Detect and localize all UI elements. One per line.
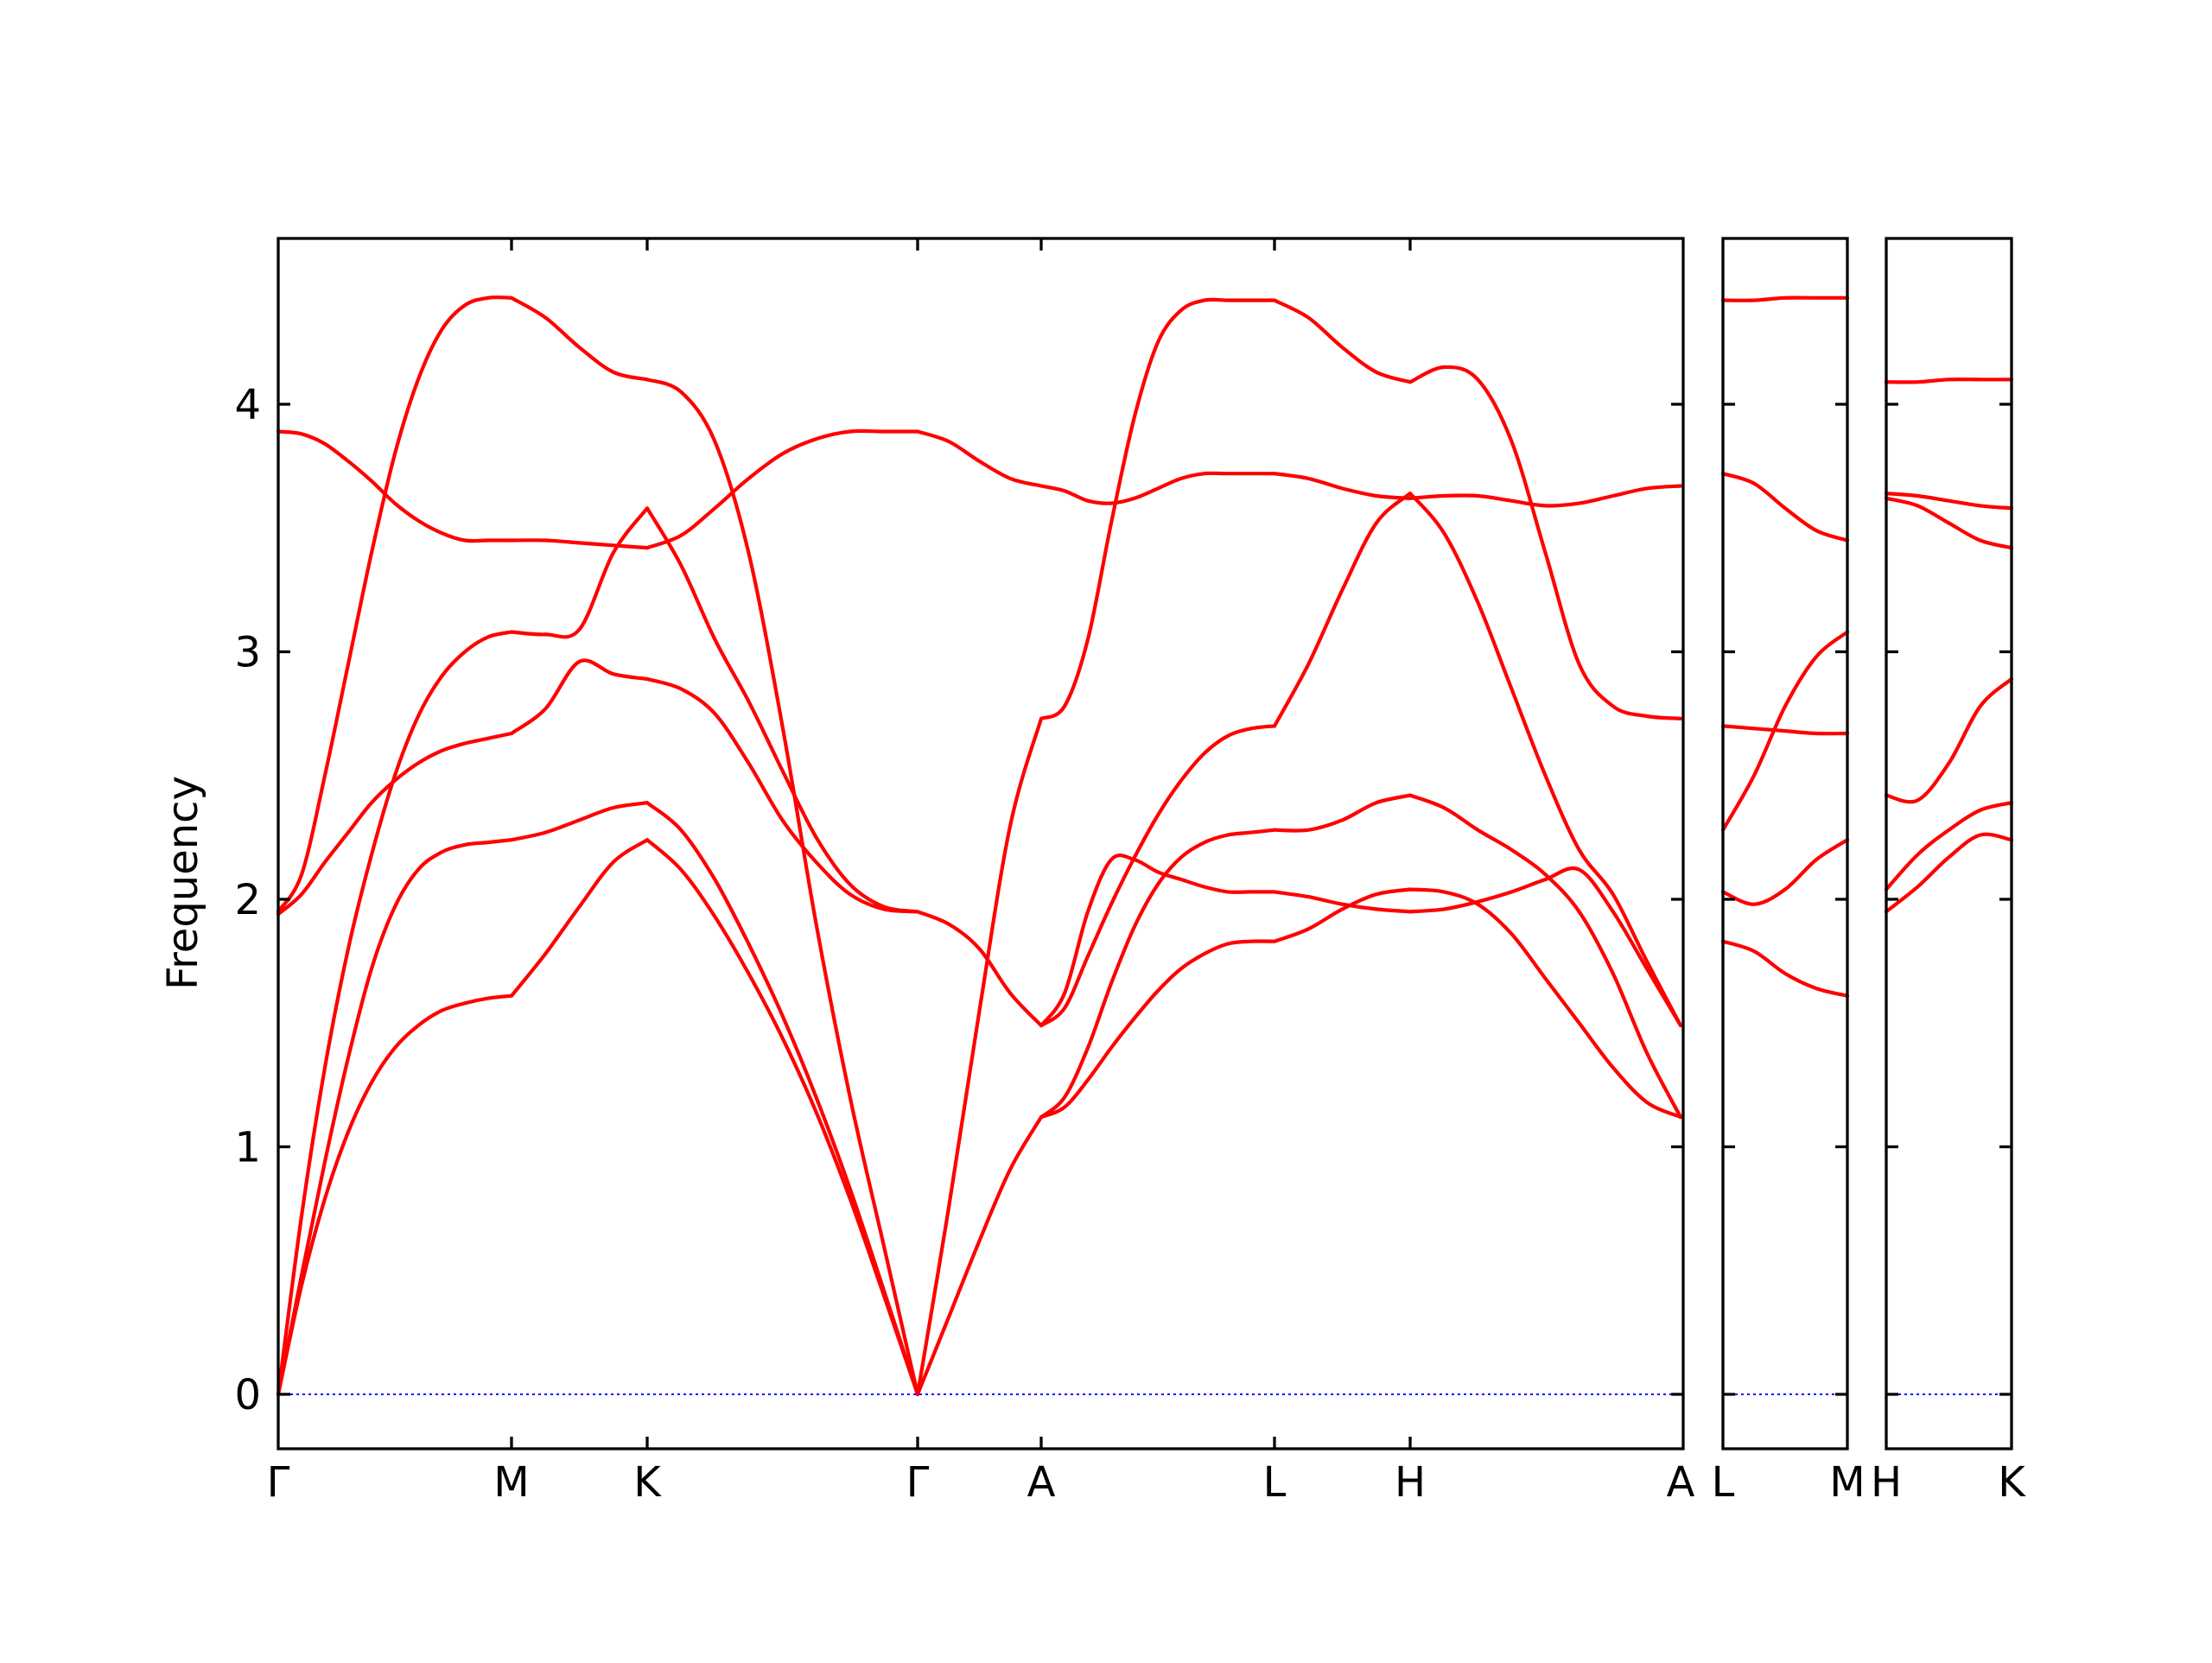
band-line-L-H-1 [1272,887,1413,943]
band-line-K-Γ-4 [645,506,920,914]
band-line-L-M-6 [1720,295,1850,302]
band-line-A-L-4 [1039,853,1277,1028]
plot-frame [1721,237,1849,1450]
band-line-L-H-6 [1272,298,1413,384]
band-line-Γ-M-1 [276,993,514,1397]
band-line-Γ-A-4 [915,429,1044,488]
band-line-A-L-5 [1039,297,1277,720]
band-line-H-A-3 [1408,793,1683,1120]
plot-frame [276,237,1685,1450]
band-line-Γ-A-1 [915,1115,1044,1397]
band-line-M-K-4 [509,506,650,639]
x-tick-label: K [633,1458,662,1507]
y-tick-label: 2 [234,876,261,924]
band-line-K-Γ-5 [645,676,920,914]
x-tick-label: H [1395,1458,1426,1507]
band-line-K-Γ-3 [645,378,920,1397]
band-line-L-M-2 [1720,838,1850,906]
band-line-H-K-6 [1884,377,2014,384]
band-line-Γ-M-4 [276,731,514,917]
band-line-Γ-M-3 [276,630,514,1397]
x-tick-label: A [1027,1458,1056,1507]
band-line-L-H-3 [1272,890,1413,914]
x-tick-label: K [1998,1458,2026,1507]
band-line-M-K-5 [509,538,650,550]
x-tick-label: L [1712,1458,1735,1507]
band-line-Γ-M-5 [276,295,514,914]
x-tick-label: Γ [906,1458,930,1507]
x-tick-label: L [1263,1458,1287,1507]
band-line-Γ-A-3 [915,910,1044,1028]
band-line-L-M-1 [1720,939,1850,998]
band-line-H-K-4 [1884,496,2014,550]
y-tick-label: 1 [234,1123,261,1171]
band-line-H-K-3 [1884,676,2014,804]
band-line-H-A-6 [1408,365,1683,720]
x-tick-label: A [1667,1458,1695,1507]
x-tick-label: H [1871,1458,1902,1507]
band-line-Γ-A-2 [915,716,1044,1397]
band-line-H-A-2 [1408,887,1683,1120]
band-line-L-H-5 [1272,472,1413,500]
panel-1: Γ M K Γ A L H A 0 1 2 3 4 [234,237,1695,1507]
y-tick-label: 0 [234,1371,261,1419]
band-line-Γ-M-2 [276,838,514,1397]
band-line-Γ-M-6 [276,429,514,543]
y-tick-label: 4 [234,381,261,429]
band-line-L-M-3 [1720,630,1850,832]
band-line-H-K-5 [1884,492,2014,511]
band-line-L-M-4 [1720,724,1850,736]
band-line-L-M-5 [1720,472,1850,543]
band-line-L-H-2 [1272,793,1413,833]
band-line-A-L-3 [1039,724,1277,1028]
band-line-A-L-2 [1039,828,1277,1120]
band-line-A-L-1 [1039,939,1277,1120]
x-tick-label: Γ [267,1458,290,1507]
x-tick-label: M [493,1458,529,1507]
band-line-H-K-1 [1884,832,2014,914]
band-line-M-K-3 [509,658,650,736]
band-line-M-K-1 [509,838,650,998]
y-axis-label: Frequency [159,776,207,990]
band-line-A-L-6 [1039,471,1277,505]
band-line-H-K-2 [1884,801,2014,892]
plot-frame [1885,237,2013,1450]
x-tick-label: M [1829,1458,1865,1507]
band-line-H-A-4 [1408,492,1683,1028]
band-line-K-Γ-2 [645,801,920,1397]
band-line-M-K-6 [509,295,650,382]
y-tick-label: 3 [234,628,261,676]
band-line-K-Γ-6 [645,428,920,550]
band-line-H-A-5 [1408,484,1683,508]
band-line-M-K-2 [509,801,650,842]
band-line-L-H-4 [1272,492,1413,728]
